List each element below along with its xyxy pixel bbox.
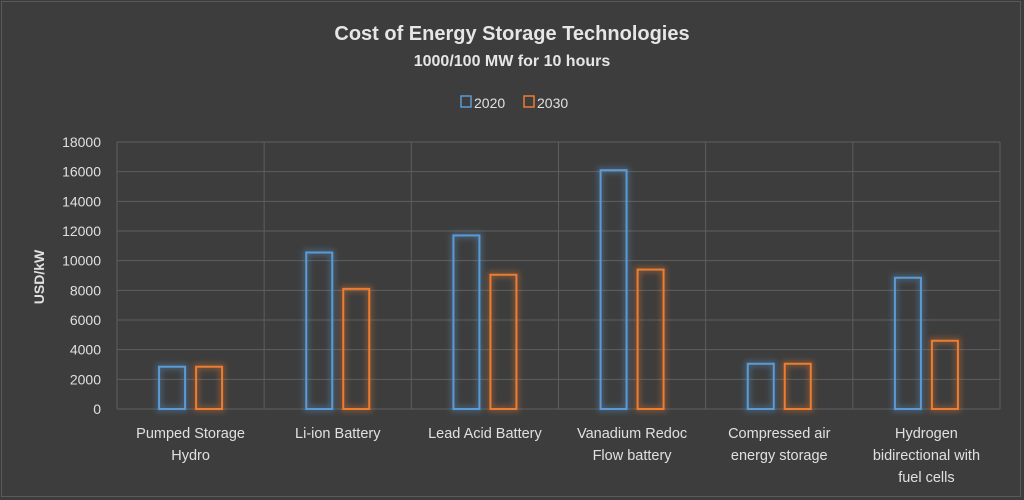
x-category-label: Vanadium Redoc Flow battery	[577, 426, 687, 464]
bar-glow	[597, 167, 630, 412]
x-category-label: Li-ion Battery	[295, 426, 381, 442]
bar-2030-4	[783, 362, 812, 410]
y-tick-label: 12000	[62, 223, 101, 239]
bar-glow	[193, 363, 226, 413]
bar-2020-3	[599, 169, 628, 410]
chart-title: Cost of Energy Storage Technologies	[334, 23, 689, 45]
legend: 2020 2030	[460, 95, 568, 111]
bar-glow	[450, 232, 483, 412]
chart-subtitle: 1000/100 MW for 10 hours	[414, 53, 611, 70]
y-tick-label: 10000	[62, 253, 101, 269]
legend-swatch-2020	[460, 95, 472, 108]
x-category-label: Pumped Storage Hydro	[136, 426, 245, 464]
x-category-label: Lead Acid Battery	[428, 426, 542, 442]
bar-glow	[156, 363, 189, 413]
bar-2030-2	[489, 273, 518, 410]
y-tick-label: 6000	[70, 312, 101, 328]
bars	[156, 167, 961, 413]
bar-2020-4	[746, 362, 775, 410]
x-category-label: Compressed air energy storage	[728, 426, 831, 464]
y-tick-label: 4000	[70, 342, 101, 358]
bar-2020-1	[305, 251, 334, 410]
bar-glow	[891, 274, 924, 412]
y-axis-label: USD/kW	[31, 249, 47, 304]
gridlines	[116, 141, 1001, 410]
y-tick-label: 8000	[70, 282, 101, 298]
y-tick-label: 16000	[62, 164, 101, 180]
y-tick-label: 14000	[62, 193, 101, 209]
x-axis-categories: Pumped Storage Hydro Li-ion Battery Lead Ac…	[136, 426, 980, 486]
bar-2030-3	[636, 268, 665, 411]
bar-glow	[487, 271, 520, 412]
y-tick-label: 18000	[62, 134, 101, 150]
x-category-label: Hydrogen bidirectional with fuel cells	[873, 426, 980, 486]
y-tick-label: 0	[93, 401, 101, 417]
bar-2020-5	[893, 276, 922, 410]
legend-label-2030: 2030	[537, 95, 568, 111]
bar-glow	[340, 285, 373, 413]
bar-2020-0	[158, 365, 187, 411]
bar-glow	[303, 249, 336, 412]
legend-label-2020: 2020	[474, 95, 505, 111]
bar-glow	[928, 337, 961, 412]
y-tick-label: 2000	[70, 371, 101, 387]
bar-2030-1	[342, 287, 371, 411]
bar-2030-0	[195, 365, 224, 411]
legend-swatch-2030	[523, 95, 535, 108]
bar-2020-2	[452, 234, 481, 410]
bar-2030-5	[930, 339, 959, 410]
y-axis-ticks: 0 2000 4000 6000 8000 10000 12000 14000 16000 180…	[62, 134, 101, 417]
bar-glow	[781, 360, 814, 412]
bar-glow	[744, 360, 777, 412]
